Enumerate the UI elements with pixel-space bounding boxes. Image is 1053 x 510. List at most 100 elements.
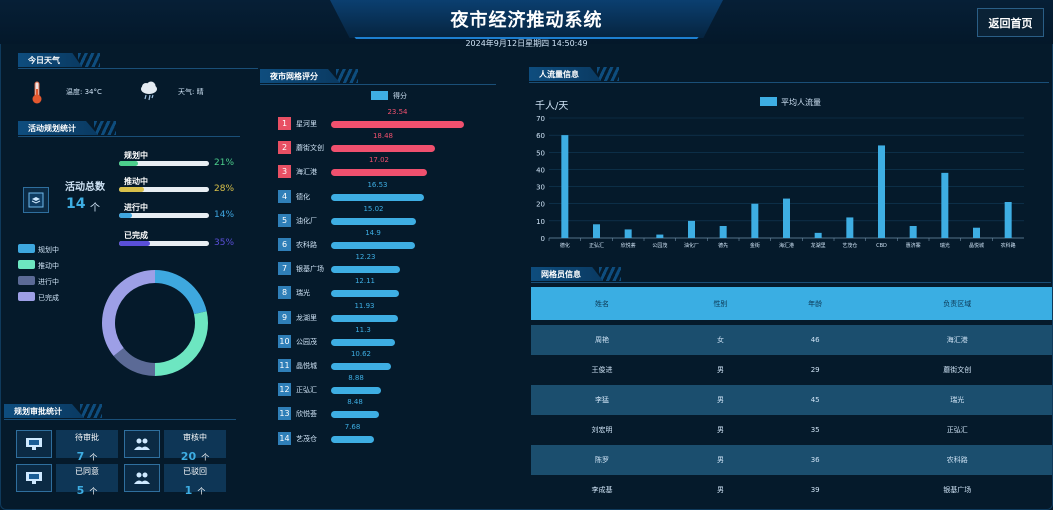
flow-bar	[688, 220, 695, 238]
y-tick-label: 30	[536, 184, 545, 192]
status-pct: 14%	[214, 210, 235, 220]
x-tick-label: 晶悦城	[969, 242, 984, 249]
flow-bar	[624, 229, 632, 238]
rank-value: 11.93	[354, 301, 375, 310]
flow-legend-label: 平均人流量	[781, 97, 821, 107]
status-label: 推动中	[124, 177, 148, 186]
rank-bar	[331, 266, 400, 274]
donut-slice	[155, 311, 208, 376]
approval-value: 5	[76, 484, 85, 497]
approval-card[interactable]: 待审批 7 个	[56, 430, 118, 463]
flow-bar	[783, 198, 790, 238]
table-row[interactable]: 李猛 男 45 瑞光	[531, 385, 1052, 415]
table-row[interactable]: 周艳 女 46 海汇港	[531, 325, 1052, 355]
donut-slice	[155, 270, 207, 315]
table-cell: 周艳	[595, 336, 610, 344]
datetime: 2024年9月12日星期四 14:50:49	[465, 39, 588, 48]
table-cell: 王俊进	[591, 366, 613, 374]
table-cell: 29	[810, 366, 820, 374]
rank-bar	[331, 169, 427, 177]
approval-card[interactable]: 审核中 20 个	[164, 430, 226, 463]
x-tick-label: CBD	[876, 243, 887, 249]
rank-value: 17.02	[368, 156, 390, 165]
status-bar-fill	[119, 213, 132, 218]
table-cell: 陈罗	[595, 456, 610, 464]
staff-table-header: 姓名 性别 年龄 负责区域	[531, 287, 1052, 320]
flow-bar	[814, 232, 822, 238]
table-row[interactable]: 刘宏明 男 35 正弘汇	[531, 415, 1052, 445]
people-icon	[124, 430, 160, 458]
table-row[interactable]: 王俊进 男 29 蘑街文创	[531, 355, 1052, 385]
y-tick-label: 20	[536, 201, 545, 209]
table-cell: 男	[716, 456, 724, 464]
approval-label: 已驳回	[183, 467, 207, 476]
table-row[interactable]: 李成基 男 39 银基广场	[531, 475, 1052, 505]
rank-name: 油化厂	[296, 216, 317, 225]
back-home-button[interactable]: 返回首页	[977, 8, 1044, 37]
table-cell: 蘑街文创	[943, 366, 972, 374]
status-pct: 35%	[214, 238, 235, 248]
flow-legend-swatch	[760, 97, 777, 106]
status-bar-fill	[119, 187, 144, 192]
rank-bar	[331, 363, 391, 370]
approval-card[interactable]: 已同意 5 个	[56, 464, 118, 497]
table-cell: 李猛	[595, 396, 610, 404]
x-tick-label: 艺茂仓	[842, 242, 857, 249]
thermometer-icon	[29, 81, 45, 109]
approval-label: 已同意	[75, 467, 99, 476]
rank-value: 18.48	[372, 132, 394, 141]
rank-badge: 6	[278, 238, 291, 251]
rank-name: 蘑街文创	[296, 144, 324, 153]
rank-value: 12.11	[354, 277, 376, 286]
layers-icon	[23, 187, 49, 213]
activity-total-value: 14	[66, 196, 86, 212]
rank-badge: 12	[278, 383, 291, 397]
rank-bar	[331, 290, 399, 298]
rank-badge: 13	[278, 407, 291, 421]
y-tick-label: 0	[541, 235, 545, 243]
status-pct: 21%	[214, 158, 235, 168]
x-tick-label: 金街	[750, 242, 760, 249]
status-bar-track	[119, 241, 209, 246]
table-cell: 男	[716, 366, 724, 374]
x-tick-label: 公园茂	[652, 242, 667, 249]
column-header: 性别	[713, 299, 728, 308]
rank-bar	[331, 193, 424, 201]
rank-bar	[331, 435, 374, 443]
approval-unit: 个	[201, 453, 210, 462]
legend-label: 已完成	[38, 294, 59, 302]
flow-bar	[593, 224, 600, 238]
rank-bar	[331, 387, 381, 395]
x-tick-label: 海汇港	[779, 242, 794, 249]
approval-value: 7	[76, 450, 85, 463]
rank-name: 正弘汇	[296, 386, 317, 395]
flow-bar	[878, 145, 885, 238]
rank-bar	[331, 242, 415, 249]
x-tick-label: 欣悦荟	[621, 242, 636, 249]
legend-label: 推动中	[38, 262, 59, 270]
legend-swatch	[18, 276, 35, 285]
x-tick-label: 农科路	[1001, 242, 1016, 249]
rank-badge: 5	[278, 213, 291, 227]
rank-name: 星河里	[296, 120, 317, 128]
rank-value: 12.23	[355, 253, 376, 262]
rank-value: 8.88	[348, 374, 364, 383]
approval-value: 20	[180, 450, 197, 463]
flow-bar	[656, 234, 664, 238]
activity-donut-chart	[102, 270, 208, 376]
table-row[interactable]: 陈罗 男 36 农科路	[531, 445, 1052, 475]
activity-total-unit: 个	[90, 203, 100, 214]
rank-name: 银基广场	[296, 265, 324, 274]
x-tick-label: 油化厂	[684, 242, 699, 249]
rank-name: 农科路	[296, 241, 317, 249]
approval-label: 审核中	[183, 433, 207, 442]
approval-unit: 个	[89, 453, 98, 462]
approval-card[interactable]: 已驳回 1 个	[164, 464, 226, 497]
status-bar-fill	[119, 241, 150, 246]
ranking-legend-swatch	[371, 91, 388, 100]
table-cell: 36	[810, 456, 820, 464]
rank-value: 15.02	[363, 204, 384, 213]
legend-swatch	[18, 260, 35, 269]
flow-unit-label: 千人/天	[535, 100, 568, 112]
rank-value: 10.62	[350, 350, 372, 358]
